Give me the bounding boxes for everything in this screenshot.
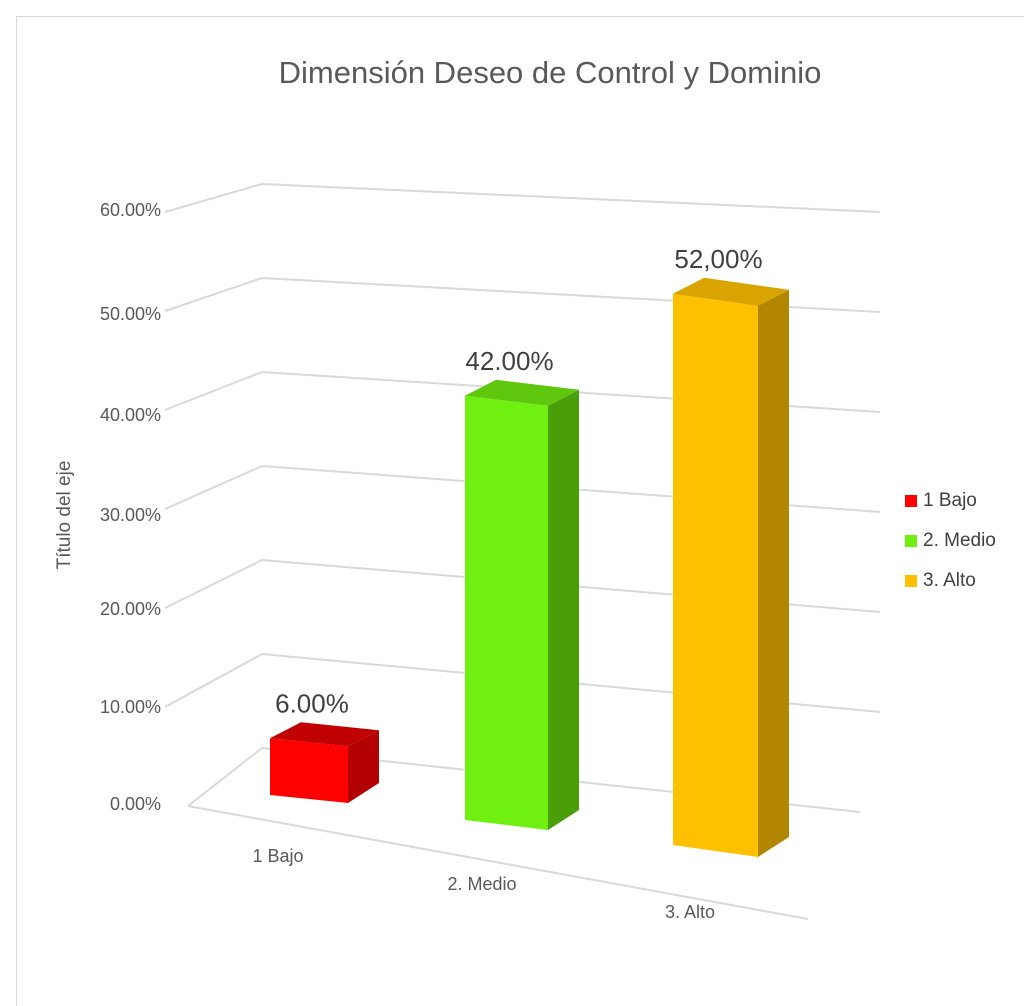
legend-label: 2. Medio xyxy=(923,530,996,551)
x-tick-label: 3. Alto xyxy=(665,902,715,922)
legend-label: 1 Bajo xyxy=(923,490,977,511)
bar-side xyxy=(758,289,789,857)
chart-frame xyxy=(16,16,1024,1006)
legend-swatch xyxy=(905,535,917,547)
bar-side xyxy=(348,730,379,803)
bar-front xyxy=(270,738,348,803)
data-label: 42.00% xyxy=(465,346,553,376)
bar-top xyxy=(270,722,379,747)
data-label: 52,00% xyxy=(674,244,762,274)
bar-side xyxy=(548,389,579,830)
bar-front xyxy=(673,293,758,857)
y-tick-label: 60.00% xyxy=(100,200,161,220)
legend-label: 3. Alto xyxy=(923,570,976,591)
bar-top xyxy=(465,379,579,406)
y-axis-label: Título del eje xyxy=(54,461,75,570)
y-tick-label: 10.00% xyxy=(100,697,161,717)
y-tick-label: 20.00% xyxy=(100,599,161,619)
legend-item: 3. Alto xyxy=(905,561,996,601)
y-tick-label: 0.00% xyxy=(110,794,161,814)
legend-swatch xyxy=(905,575,917,587)
legend: 1 Bajo 2. Medio 3. Alto xyxy=(905,481,996,601)
bar-top xyxy=(673,277,789,306)
legend-item: 2. Medio xyxy=(905,521,996,561)
data-label: 6.00% xyxy=(275,688,349,718)
gridline xyxy=(187,746,861,813)
x-tick-label: 1 Bajo xyxy=(252,846,303,866)
bar-front xyxy=(465,395,548,830)
gridline xyxy=(164,182,881,213)
chart-title: Dimensión Deseo de Control y Dominio xyxy=(278,55,822,90)
y-tick-label: 40.00% xyxy=(100,405,161,425)
x-tick-label: 2. Medio xyxy=(447,874,516,894)
y-tick-label: 50.00% xyxy=(100,304,161,324)
y-tick-label: 30.00% xyxy=(100,505,161,525)
legend-swatch xyxy=(905,495,917,507)
floor-edge xyxy=(187,805,809,920)
legend-item: 1 Bajo xyxy=(905,481,996,521)
